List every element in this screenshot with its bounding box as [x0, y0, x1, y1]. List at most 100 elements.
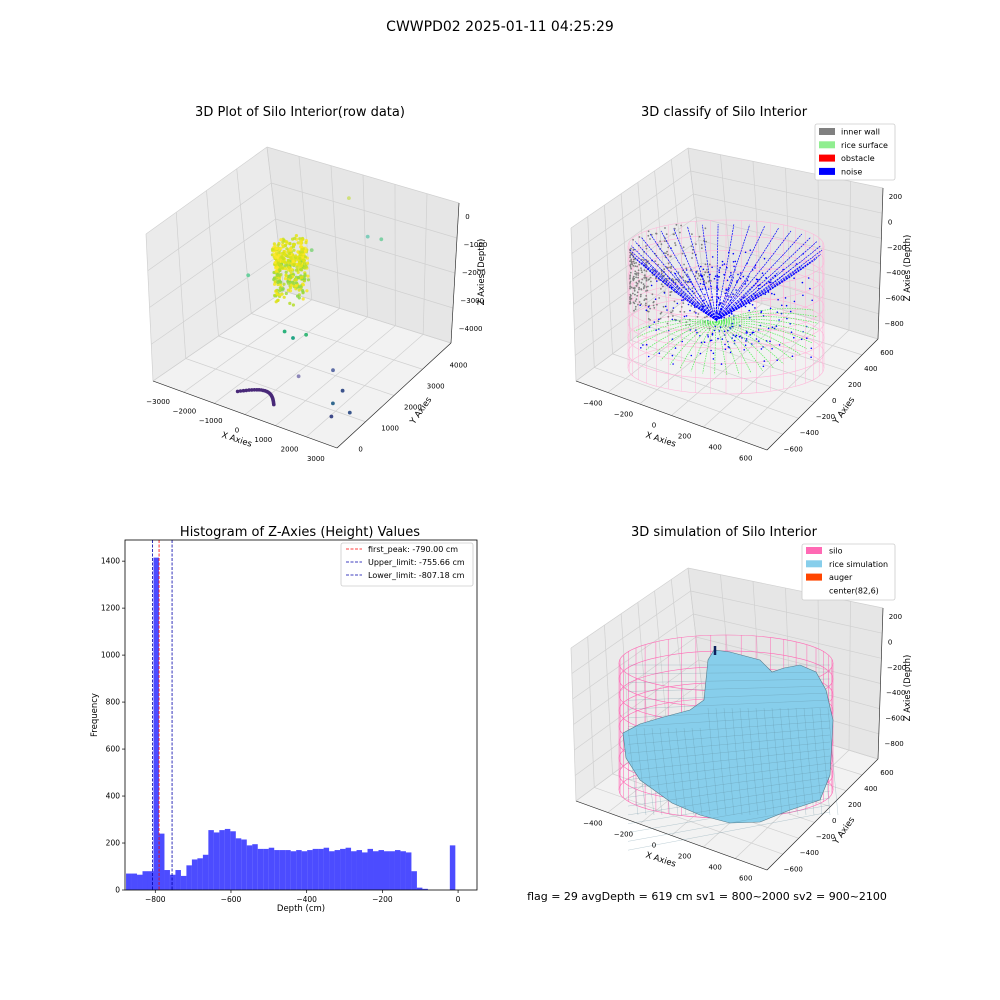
- noise-point: [811, 299, 813, 302]
- inner-wall-point: [638, 280, 640, 283]
- rice-mesh-line: [731, 707, 743, 816]
- histogram-bar: [202, 854, 209, 890]
- inner-wall-point: [629, 280, 632, 283]
- raw-point: [340, 388, 345, 393]
- inner-wall-point: [683, 263, 685, 266]
- main-cluster-point: [278, 283, 283, 287]
- inner-wall-point: [629, 254, 632, 257]
- x-tick-label: 2000: [281, 446, 299, 454]
- histogram-title: Histogram of Z-Axies (Height) Values: [180, 525, 420, 540]
- main-cluster-point: [303, 261, 307, 265]
- inner-wall-point: [647, 234, 650, 237]
- main-cluster-point: [297, 288, 301, 292]
- noise-point: [682, 299, 685, 301]
- noise-point: [745, 332, 747, 334]
- main-cluster-point: [294, 254, 298, 258]
- legend-swatch: [819, 141, 835, 149]
- noise-point: [807, 277, 810, 279]
- noise-point: [760, 348, 763, 350]
- grid-line: [571, 170, 691, 254]
- inner-wall-point: [648, 278, 651, 280]
- legend-swatch: [806, 586, 822, 594]
- z-tick-label: −400: [886, 269, 905, 277]
- x-tick-label: 600: [739, 454, 752, 462]
- inner-wall-point: [708, 263, 711, 266]
- inner-wall-point: [685, 280, 687, 283]
- main-cluster-point: [283, 252, 287, 257]
- inner-wall-point: [641, 278, 644, 281]
- main-cluster-point: [294, 234, 298, 238]
- inner-wall-point: [640, 267, 642, 270]
- panel-simulation-3d: 3D simulation of Silo Interior −400 −200 0…: [570, 525, 913, 882]
- inner-wall-point: [637, 274, 640, 276]
- legend-label: noise: [841, 167, 862, 176]
- noise-point: [707, 334, 709, 336]
- x-tick-label: 0: [456, 895, 461, 904]
- inner-wall-point: [660, 283, 663, 286]
- rice-mesh-line: [659, 727, 671, 816]
- noise-point: [773, 293, 776, 296]
- inner-wall-point: [663, 274, 666, 277]
- inner-wall-point: [630, 267, 632, 270]
- main-cluster-point: [306, 274, 310, 278]
- noise-point: [695, 312, 697, 314]
- main-cluster-point: [277, 273, 281, 277]
- inner-wall-point: [669, 255, 672, 258]
- main-cluster-point: [289, 276, 293, 280]
- simulation-legend: silo rice simulation auger center(82,6): [801, 543, 896, 601]
- raw-point: [282, 329, 287, 334]
- z-tick-label: −200: [887, 664, 906, 672]
- inner-wall-point: [710, 299, 712, 302]
- inner-wall-point: [650, 280, 652, 283]
- y-tick-label: 400: [864, 785, 877, 793]
- noise-point: [739, 277, 742, 280]
- panel-classify-title: 3D classify of Silo Interior: [641, 105, 808, 120]
- inner-wall-point: [710, 280, 712, 282]
- inner-wall-point: [642, 283, 645, 286]
- inner-wall-point: [635, 262, 637, 264]
- noise-point: [742, 275, 745, 278]
- noise-line: [673, 271, 717, 321]
- raw-point: [246, 273, 251, 278]
- legend-label: center(82,6): [829, 586, 879, 595]
- inner-wall-point: [672, 279, 675, 282]
- rice-mesh-line: [747, 707, 759, 816]
- noise-point: [768, 281, 771, 284]
- inner-wall-point: [632, 275, 635, 278]
- histogram-bar: [422, 888, 428, 890]
- noise-point: [700, 265, 702, 268]
- noise-point: [645, 343, 648, 346]
- noise-point: [786, 317, 788, 320]
- main-cluster-point: [273, 261, 277, 265]
- y-tick-label: 200: [106, 839, 121, 848]
- main-cluster-point: [301, 283, 305, 287]
- inner-wall-point: [677, 278, 679, 281]
- noise-point: [695, 329, 697, 331]
- noise-point: [702, 268, 705, 271]
- noise-point: [743, 349, 745, 351]
- rice-mesh-line: [627, 776, 831, 807]
- y-tick-label: 800: [106, 698, 121, 707]
- main-cluster-point: [298, 257, 302, 261]
- inner-wall-point: [682, 246, 685, 249]
- noise-point: [687, 280, 689, 283]
- inner-wall-point: [704, 263, 707, 266]
- noise-point: [709, 339, 712, 342]
- inner-wall-point: [706, 275, 709, 278]
- inner-wall-point: [661, 272, 663, 275]
- raw-point: [291, 336, 295, 340]
- rice-surface-line: [690, 321, 717, 372]
- noise-point: [737, 273, 739, 276]
- x-tick-label: 1000: [254, 436, 272, 444]
- y-tick-label: −400: [800, 849, 819, 857]
- inner-wall-point: [673, 227, 676, 230]
- grid-line: [145, 146, 268, 235]
- main-cluster-point: [288, 242, 292, 246]
- inner-wall-point: [662, 285, 664, 288]
- inner-wall-point: [636, 282, 639, 285]
- inner-wall-point: [674, 242, 676, 244]
- simulation-3d-ticks: −400−2000200400600−600−400−2000200400600…: [583, 613, 906, 882]
- noise-point: [723, 273, 725, 276]
- inner-wall-point: [679, 310, 682, 313]
- histogram-bar: [137, 874, 143, 890]
